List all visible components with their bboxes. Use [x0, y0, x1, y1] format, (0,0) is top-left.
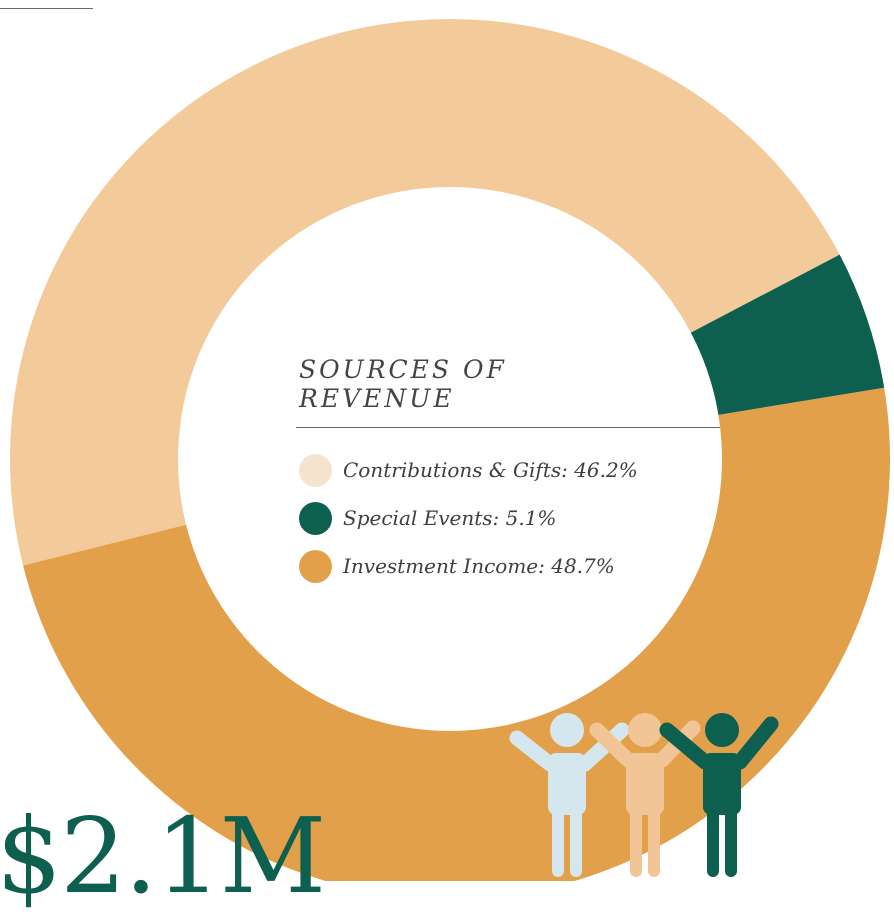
legend-swatch-special-events — [299, 501, 332, 535]
legend-label-investment-income: Investment Income: 48.7% — [343, 554, 615, 578]
person-raised-arms-icon — [659, 713, 779, 877]
legend-item-contributions: Contributions & Gifts: 46.2% — [299, 446, 729, 494]
legend-label-special-events: Special Events: 5.1% — [343, 506, 557, 530]
legend-panel: SOURCES OF REVENUE Contributions & Gifts… — [296, 355, 729, 590]
chart-title: SOURCES OF REVENUE — [299, 355, 507, 413]
legend-swatch-contributions — [299, 453, 332, 487]
legend-swatch-investment-income — [299, 549, 332, 583]
title-divider — [296, 427, 720, 428]
legend-label-contributions: Contributions & Gifts: 46.2% — [343, 458, 638, 482]
top-divider — [0, 8, 93, 9]
person-raised-arms-icon — [509, 713, 630, 877]
legend-item-investment-income: Investment Income: 48.7% — [299, 542, 729, 590]
total-revenue-value: $2.1M — [0, 795, 326, 917]
legend-item-special-events: Special Events: 5.1% — [299, 494, 729, 542]
legend: Contributions & Gifts: 46.2% Special Eve… — [299, 446, 729, 590]
donut-slice-special-events — [690, 254, 885, 415]
donut-slice-contributions — [9, 19, 840, 566]
people-illustration — [509, 713, 779, 877]
